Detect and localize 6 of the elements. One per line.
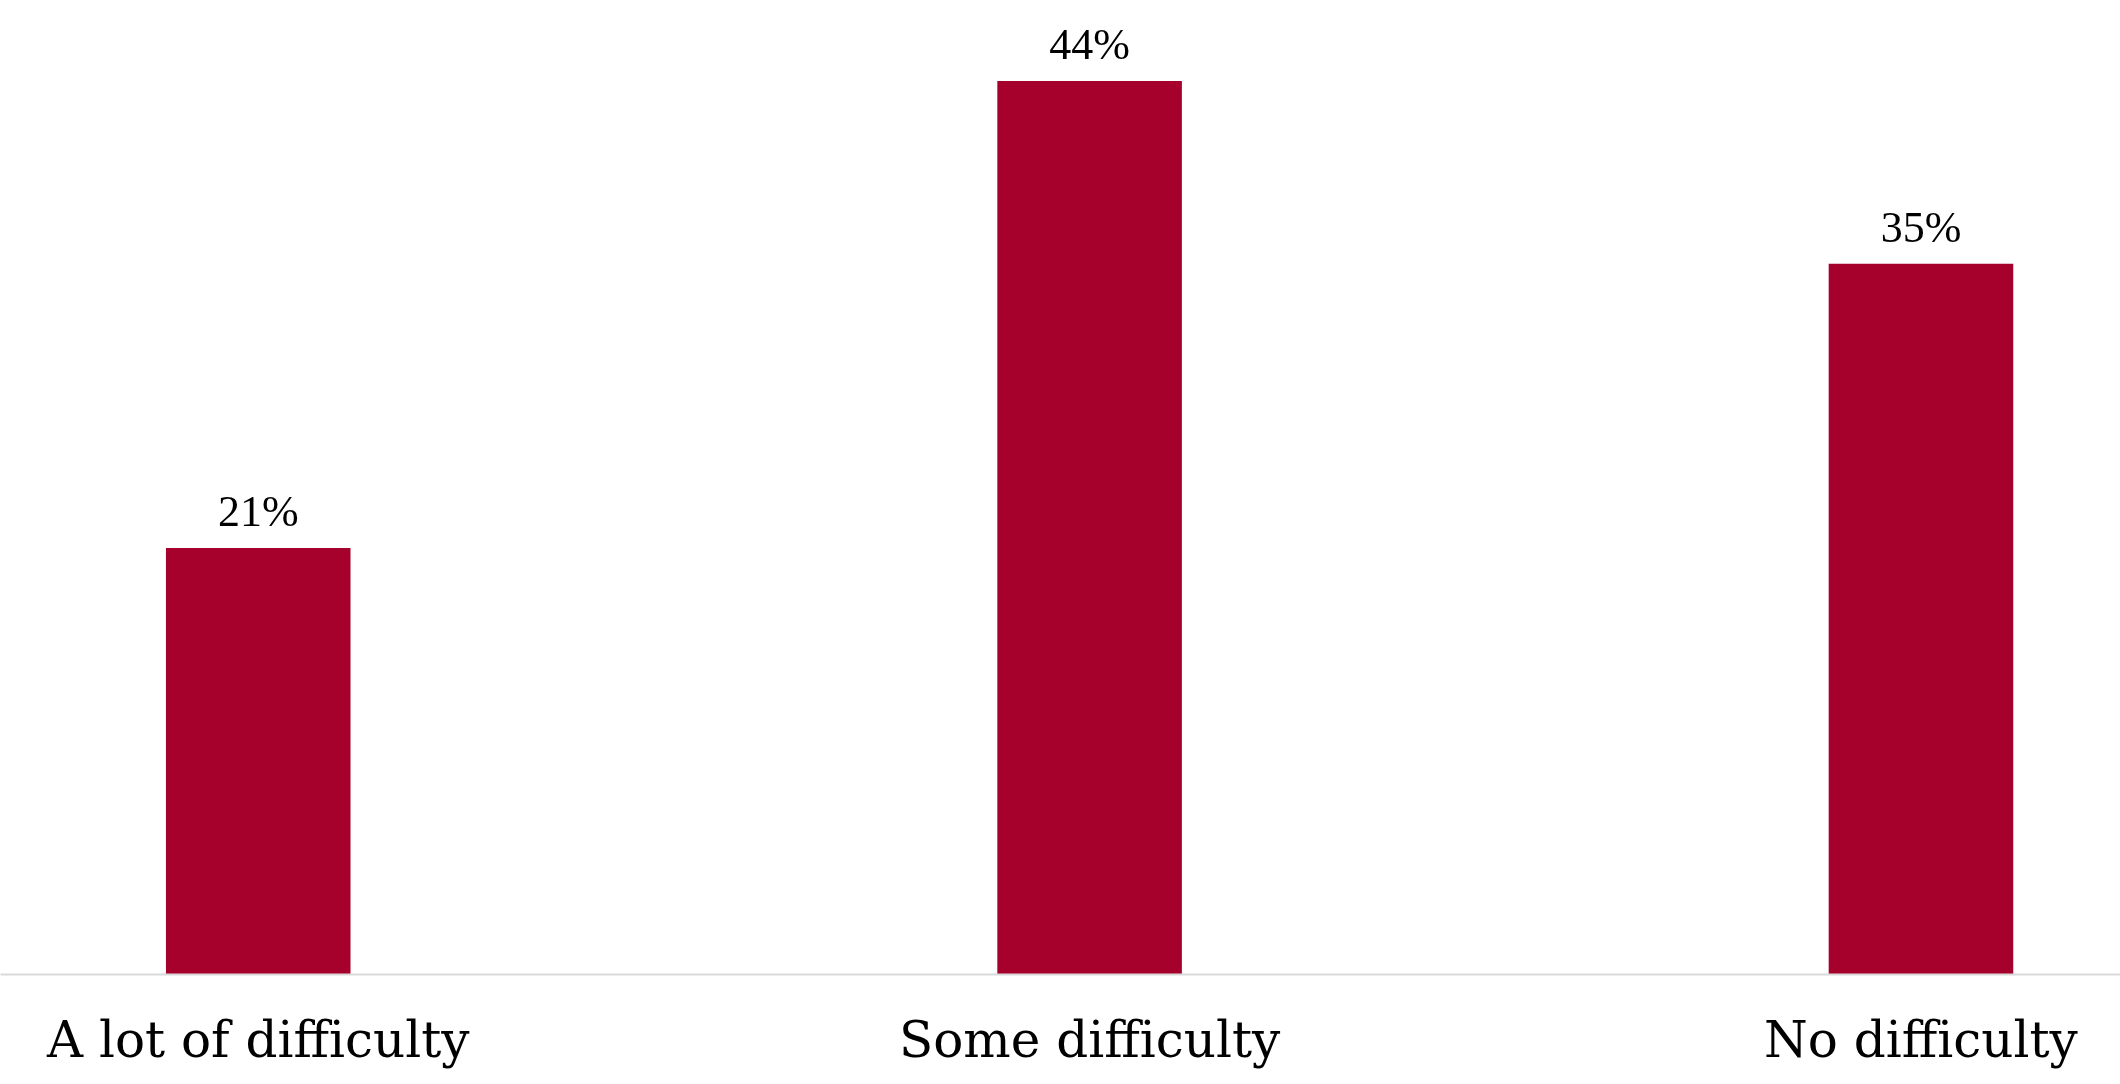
x-tick-label: A lot of difficulty — [45, 1010, 471, 1069]
data-label: 44% — [1049, 19, 1130, 69]
data-label: 35% — [1880, 202, 1962, 252]
x-tick-label: Some difficulty — [898, 1010, 1281, 1069]
x-tick-label: No difficulty — [1764, 1010, 2079, 1069]
data-label: 21% — [217, 487, 299, 537]
